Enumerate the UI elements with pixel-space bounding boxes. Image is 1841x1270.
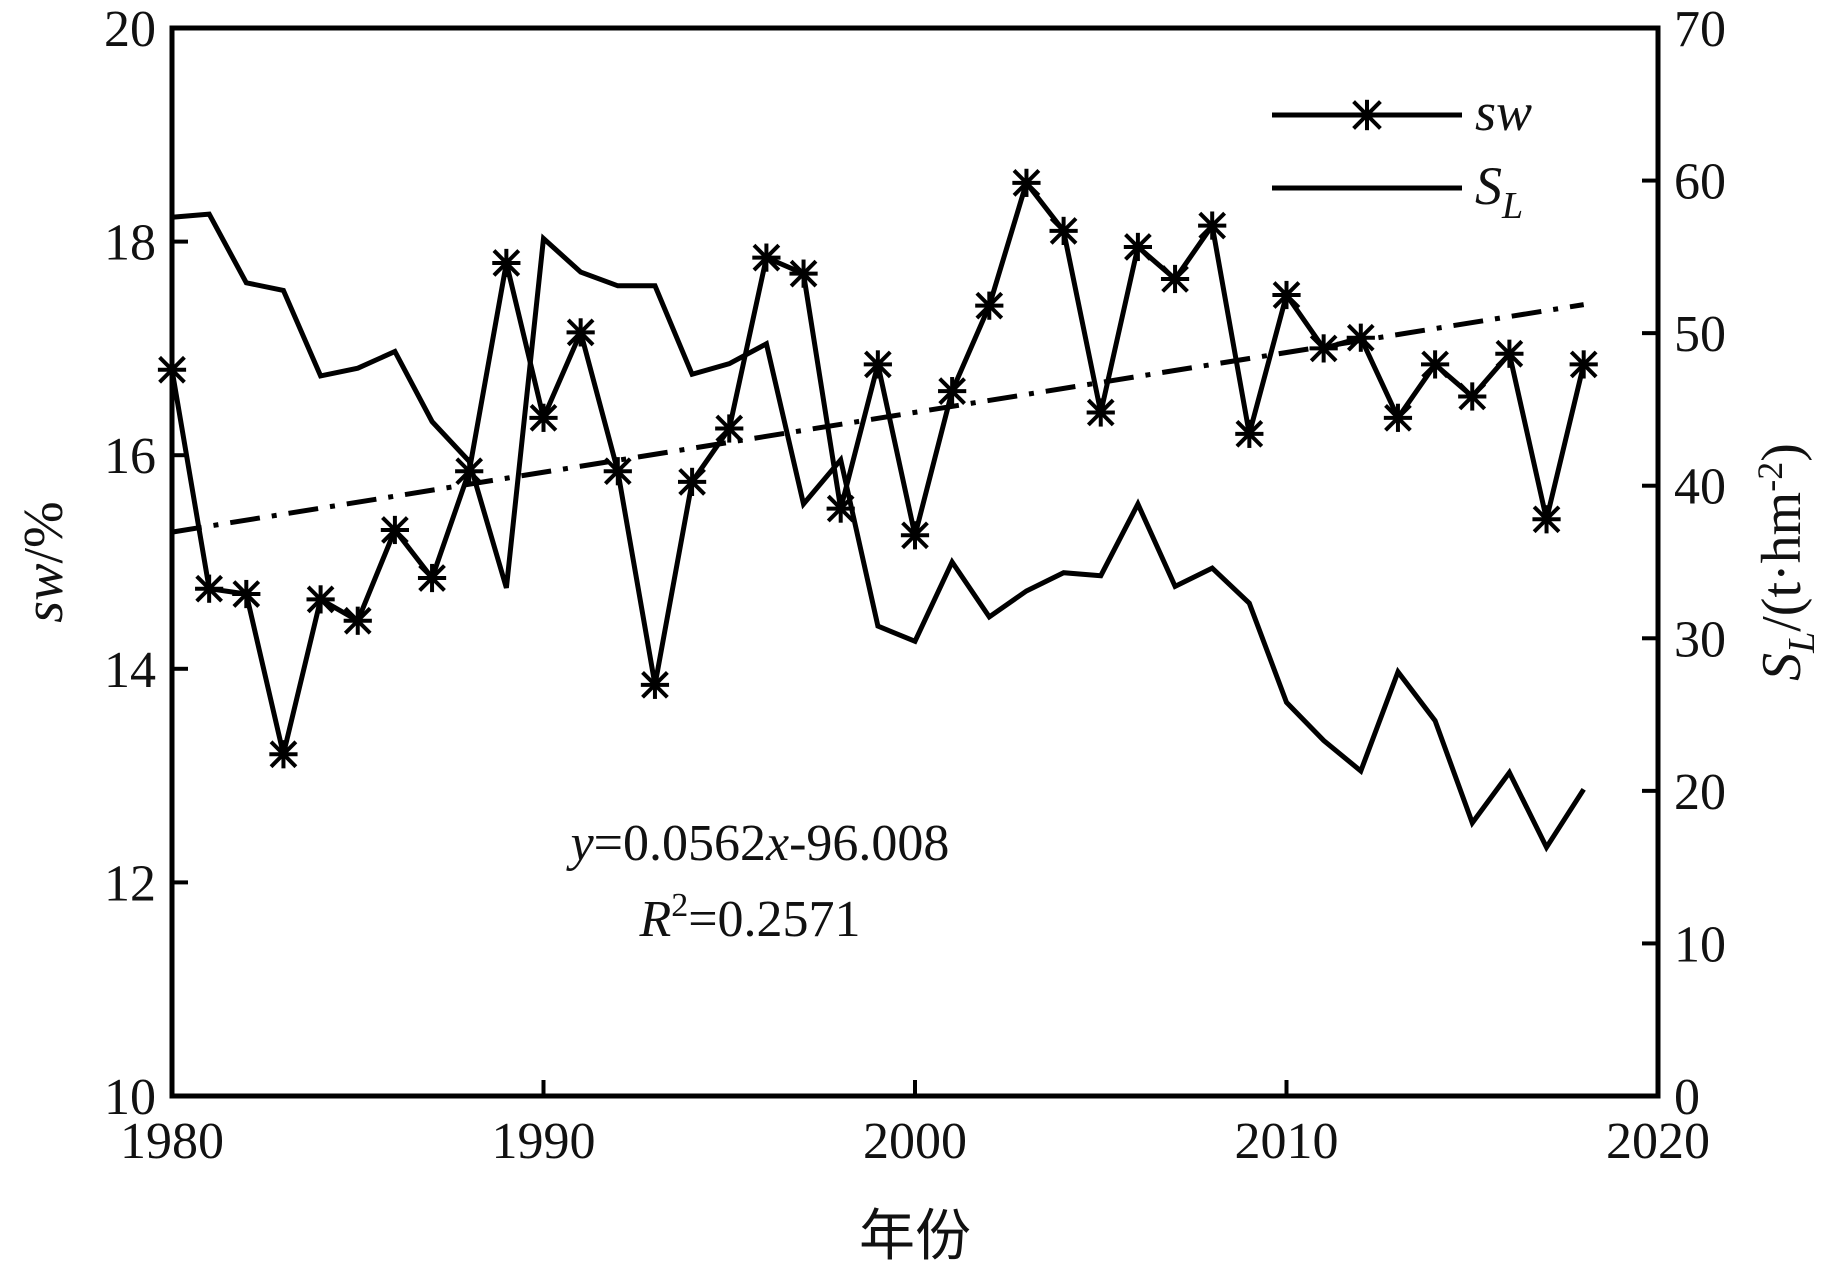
y-right-tick-label: 0 — [1674, 1069, 1700, 1126]
sw-point-marker — [1160, 264, 1190, 294]
sw-point-marker — [715, 414, 744, 443]
axis-tick-labels: 1980 1990 2000 2010 2020 10 12 14 16 18 20 0 10 20 30 4… — [104, 1, 1726, 1170]
y-left-title-main: sw — [13, 564, 75, 623]
x-axis-title: 年份 — [859, 1206, 971, 1268]
legend-sl-main: S — [1475, 156, 1502, 216]
y-left-tick-label: 14 — [104, 642, 156, 699]
sw-point-marker — [1309, 334, 1338, 363]
y-right-tick-label: 10 — [1674, 916, 1726, 973]
sw-point-marker — [455, 457, 484, 486]
r2-sup: 2 — [671, 887, 688, 924]
sw-point-marker — [1012, 168, 1041, 197]
equation-annotation: y=0.0562x-96.008 — [566, 815, 950, 872]
y-left-tick-label: 16 — [104, 428, 156, 485]
sw-point-marker — [863, 350, 892, 379]
sw-point-marker — [603, 457, 632, 486]
y-right-title-rest: /(t·hm — [1751, 492, 1813, 632]
sw-point-marker — [306, 585, 335, 614]
legend: sw SL — [1272, 82, 1532, 227]
y-left-axis-title: sw/% — [13, 501, 75, 622]
y-right-title-sub: L — [1781, 632, 1823, 654]
y-right-tick-label: 30 — [1674, 611, 1726, 668]
x-tick-label: 1990 — [492, 1113, 596, 1170]
y-right-tick-label: 40 — [1674, 459, 1726, 516]
sw-point-marker — [157, 355, 187, 384]
sw-point-marker — [789, 259, 818, 288]
y-left-tick-label: 12 — [104, 855, 156, 912]
sw-point-marker — [529, 403, 558, 432]
sw-point-marker — [492, 248, 521, 278]
sw-point-marker — [938, 377, 967, 406]
legend-sw-asterisk — [1351, 99, 1383, 131]
y-right-title-sup: -2 — [1750, 462, 1790, 492]
equation-y: y — [566, 815, 595, 872]
y-left-tick-label: 18 — [104, 215, 156, 272]
sw-point-marker — [1198, 211, 1227, 240]
sw-point-marker — [566, 318, 595, 347]
equation-part2: -96.008 — [789, 815, 949, 872]
sw-point-marker — [269, 740, 298, 769]
sw-point-marker — [1235, 419, 1264, 448]
sw-point-marker — [380, 515, 409, 545]
legend-sl-sub: L — [1501, 185, 1523, 227]
y-right-axis-title: SL/(t·hm-2) — [1750, 443, 1823, 681]
y-right-tick-label: 20 — [1674, 764, 1726, 821]
sl-series-layer — [171, 211, 1586, 853]
sw-point-marker — [1421, 350, 1450, 379]
y-right-title-close: ) — [1751, 443, 1813, 462]
y-right-tick-label: 60 — [1674, 154, 1726, 211]
equation-x: x — [765, 815, 789, 872]
x-tick-label: 1980 — [120, 1113, 224, 1170]
legend-sl-label: SL — [1475, 156, 1523, 227]
equation-part1: =0.0562 — [594, 815, 766, 872]
sw-point-marker — [975, 291, 1004, 320]
y-left-tick-label: 20 — [104, 1, 156, 58]
sw-point-marker — [1495, 339, 1524, 368]
r2-r: R — [638, 891, 671, 948]
sw-point-marker — [1346, 323, 1375, 352]
y-right-tick-label: 50 — [1674, 306, 1726, 363]
sw-point-marker — [678, 467, 707, 496]
sw-point-marker — [1383, 403, 1413, 432]
sw-point-marker — [1569, 350, 1598, 379]
sw-point-marker — [1049, 216, 1078, 246]
x-tick-label: 2020 — [1606, 1113, 1710, 1170]
y-right-tick-label: 70 — [1674, 1, 1726, 58]
sw-point-marker — [1272, 280, 1301, 310]
y-left-tick-label: 10 — [104, 1069, 156, 1126]
sw-point-marker — [826, 494, 855, 523]
sl-series-line — [171, 211, 1586, 853]
sw-point-marker — [640, 670, 670, 699]
sw-series-line — [169, 177, 1587, 755]
sw-point-marker — [752, 243, 781, 272]
sw-point-marker — [343, 606, 372, 635]
sw-point-marker — [900, 521, 930, 550]
y-left-title-rest: /% — [13, 501, 75, 563]
sw-series-layer — [157, 168, 1598, 769]
sw-point-marker — [1458, 382, 1487, 411]
r2-value: =0.2571 — [688, 891, 860, 948]
legend-sw-label: sw — [1475, 82, 1532, 142]
sw-point-marker — [195, 574, 224, 603]
r2-annotation: R2=0.2571 — [638, 887, 860, 948]
x-tick-label: 2000 — [863, 1113, 967, 1170]
y-right-title-main: S — [1751, 653, 1813, 681]
x-tick-label: 2010 — [1235, 1113, 1339, 1170]
sw-point-marker — [417, 563, 447, 593]
sw-point-marker — [232, 579, 261, 609]
sw-point-marker — [1086, 398, 1115, 427]
legend-sw-asterisk-icon — [1351, 99, 1383, 131]
sw-point-marker — [1532, 505, 1561, 534]
sw-point-marker — [1123, 232, 1152, 262]
